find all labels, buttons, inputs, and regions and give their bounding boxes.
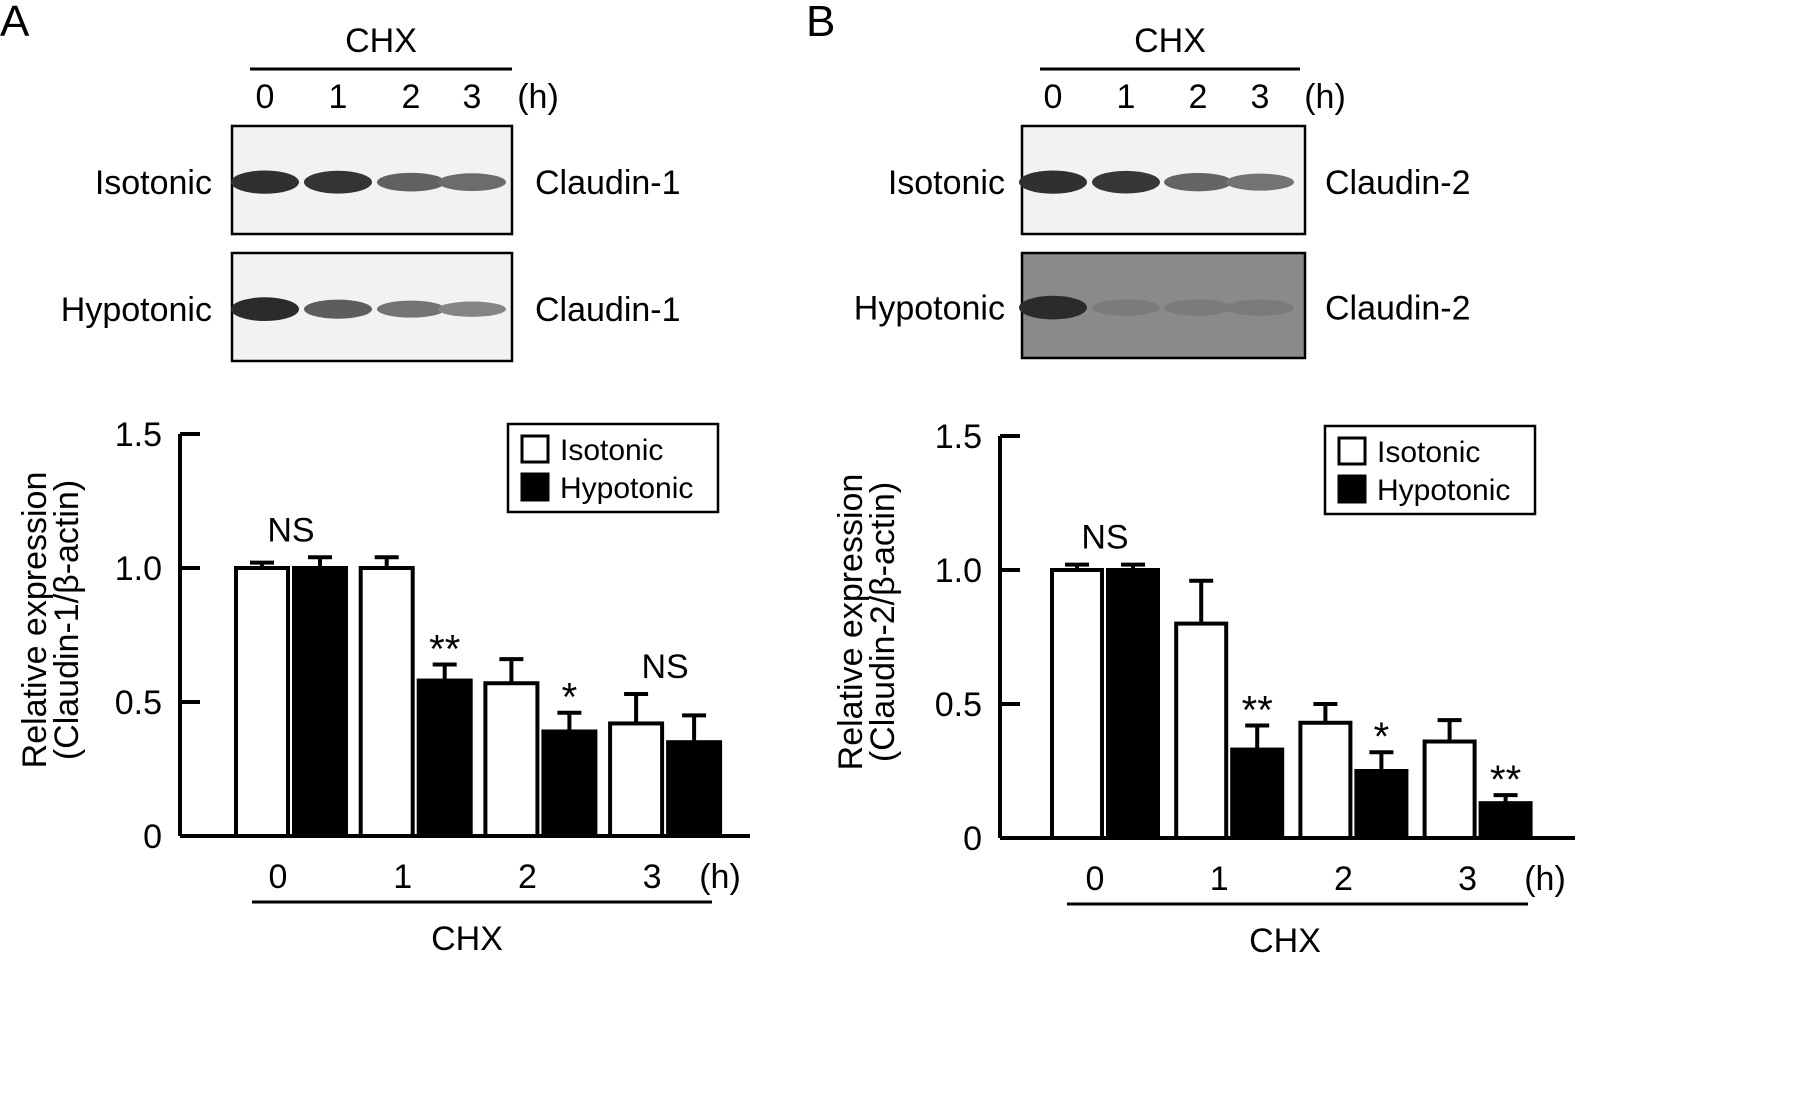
blot-band bbox=[231, 297, 299, 322]
blot-timepoint-label: 2 bbox=[402, 78, 421, 116]
y-axis-label-ratio: (Claudin-1/β-actin) bbox=[48, 480, 86, 760]
blot-band bbox=[304, 170, 372, 194]
bar-hypotonic bbox=[1478, 801, 1533, 840]
blot-treatment-label: CHX bbox=[1134, 22, 1206, 60]
legend-swatch-isotonic bbox=[1337, 436, 1367, 466]
bar-isotonic bbox=[1422, 739, 1477, 841]
significance-label: NS bbox=[641, 648, 688, 686]
y-tick-label: 1.0 bbox=[935, 552, 982, 590]
y-axis-label-ratio: (Claudin-2/β-actin) bbox=[864, 482, 902, 762]
bar-hypotonic bbox=[541, 729, 598, 838]
y-axis-label: Relative expression bbox=[832, 474, 870, 771]
blot-protein-label: Claudin-2 bbox=[1325, 290, 1471, 328]
bar-isotonic bbox=[234, 566, 290, 838]
legend-label: Isotonic bbox=[560, 434, 663, 467]
blot-band bbox=[1019, 170, 1087, 194]
x-tick-label: 2 bbox=[518, 858, 537, 896]
significance-label: * bbox=[562, 676, 578, 720]
bar-hypotonic bbox=[666, 740, 723, 839]
blot-timepoint-label: 3 bbox=[463, 78, 482, 116]
x-tick-label: 2 bbox=[1334, 860, 1353, 898]
bar-isotonic bbox=[1174, 621, 1229, 840]
y-tick-label: 0 bbox=[143, 818, 162, 856]
bar-isotonic bbox=[608, 721, 665, 838]
x-tick-label: 1 bbox=[1210, 860, 1229, 898]
significance-label: ** bbox=[1490, 758, 1521, 802]
blot-condition-label: Isotonic bbox=[95, 164, 212, 202]
blot-timepoint-label: 1 bbox=[1117, 78, 1136, 116]
x-unit-label: (h) bbox=[1524, 860, 1566, 898]
panel-letter: A bbox=[0, 0, 30, 46]
blot-time-unit: (h) bbox=[517, 78, 559, 116]
bar-isotonic bbox=[1298, 720, 1353, 841]
x-tick-label: 3 bbox=[1458, 860, 1477, 898]
blot-band bbox=[1226, 173, 1294, 191]
blot-band bbox=[1164, 299, 1232, 316]
x-tick-label: 3 bbox=[643, 858, 662, 896]
blot-timepoint-label: 3 bbox=[1251, 78, 1270, 116]
bar-isotonic bbox=[358, 566, 415, 838]
bar-hypotonic bbox=[292, 566, 348, 838]
blot-protein-label: Claudin-2 bbox=[1325, 164, 1471, 202]
blot-band bbox=[438, 173, 506, 192]
blot-protein-label: Claudin-1 bbox=[535, 291, 681, 329]
panel-b: B CHX 0 1 2 3 (h) Isotonic Claudin-2 Hypotonic Cla… bbox=[806, 0, 1575, 960]
blot-band bbox=[377, 300, 445, 318]
x-tick-label: 1 bbox=[393, 858, 412, 896]
x-axis-title: CHX bbox=[1249, 922, 1321, 960]
blot-band bbox=[1092, 299, 1160, 316]
blot-band bbox=[438, 301, 506, 317]
bar-hypotonic bbox=[1354, 769, 1409, 840]
y-tick-label: 1.0 bbox=[115, 550, 162, 588]
legend-label: Hypotonic bbox=[1377, 474, 1510, 507]
blot-band bbox=[304, 299, 372, 319]
blot-band bbox=[1164, 172, 1232, 192]
blot-band bbox=[1226, 299, 1294, 316]
blot-band bbox=[377, 172, 445, 192]
y-tick-label: 1.5 bbox=[935, 418, 982, 456]
panel-letter: B bbox=[806, 0, 835, 46]
significance-label: NS bbox=[1081, 519, 1128, 557]
legend-label: Isotonic bbox=[1377, 436, 1480, 469]
y-axis-label: Relative expression bbox=[16, 472, 54, 769]
bar-isotonic bbox=[483, 681, 540, 838]
significance-label: ** bbox=[1242, 688, 1273, 732]
x-tick-label: 0 bbox=[1086, 860, 1105, 898]
x-unit-label: (h) bbox=[699, 858, 741, 896]
blot-protein-label: Claudin-1 bbox=[535, 164, 681, 202]
blot-timepoint-label: 1 bbox=[329, 78, 348, 116]
blot-band bbox=[1019, 295, 1087, 320]
blot-condition-label: Hypotonic bbox=[61, 291, 212, 329]
bar-hypotonic bbox=[1230, 747, 1285, 840]
y-tick-label: 0 bbox=[963, 820, 982, 858]
bar-isotonic bbox=[1050, 568, 1104, 840]
blot-timepoint-label: 0 bbox=[1044, 78, 1063, 116]
blot-band bbox=[1092, 170, 1160, 194]
legend-label: Hypotonic bbox=[560, 472, 693, 505]
legend-swatch-hypotonic bbox=[1337, 474, 1367, 504]
panel-a: A CHX 0 1 2 3 (h) Isotonic Claudin-1 Hypotonic Cla… bbox=[0, 0, 750, 958]
blot-timepoint-label: 2 bbox=[1189, 78, 1208, 116]
y-tick-label: 0.5 bbox=[115, 684, 162, 722]
x-axis-title: CHX bbox=[431, 920, 503, 958]
significance-label: * bbox=[1374, 715, 1390, 759]
y-tick-label: 0.5 bbox=[935, 686, 982, 724]
blot-time-unit: (h) bbox=[1304, 78, 1346, 116]
significance-label: NS bbox=[267, 511, 314, 549]
legend-swatch-hypotonic bbox=[520, 472, 550, 502]
bar-hypotonic bbox=[416, 678, 473, 838]
legend-swatch-isotonic bbox=[520, 434, 550, 464]
x-tick-label: 0 bbox=[269, 858, 288, 896]
blot-band bbox=[231, 170, 299, 194]
blot-treatment-label: CHX bbox=[345, 22, 417, 60]
blot-condition-label: Isotonic bbox=[888, 164, 1005, 202]
blot-timepoint-label: 0 bbox=[256, 78, 275, 116]
y-tick-label: 1.5 bbox=[115, 416, 162, 454]
significance-label: ** bbox=[429, 627, 460, 671]
blot-condition-label: Hypotonic bbox=[854, 290, 1005, 328]
bar-hypotonic bbox=[1106, 568, 1160, 840]
